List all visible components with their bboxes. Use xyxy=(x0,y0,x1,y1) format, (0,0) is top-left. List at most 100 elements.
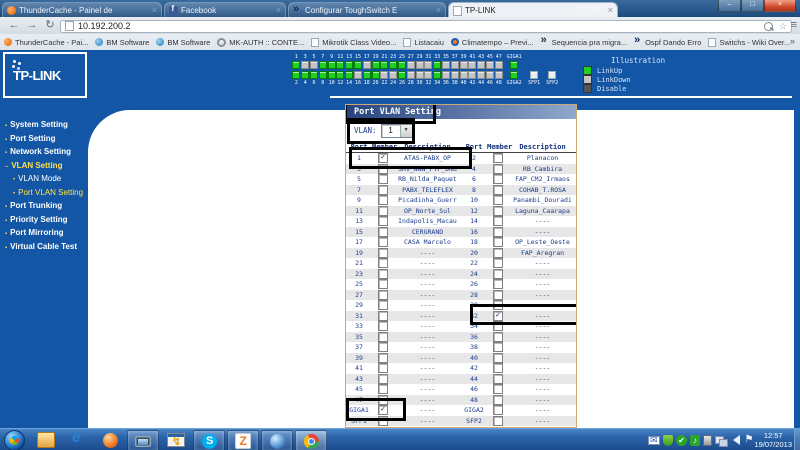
member-checkbox[interactable] xyxy=(378,310,388,321)
winbox-taskbar-button[interactable] xyxy=(161,430,191,450)
member-checkbox[interactable] xyxy=(378,352,388,363)
internet-explorer-taskbar-button[interactable] xyxy=(63,429,93,450)
member-checkbox[interactable] xyxy=(378,216,388,227)
tab-close-icon[interactable]: × xyxy=(151,5,157,15)
zimbra-taskbar-button[interactable] xyxy=(227,430,259,450)
remote-desktop-taskbar-button[interactable] xyxy=(127,430,159,450)
sidebar-item-virtual-cable-test[interactable]: ▪ Virtual Cable Test xyxy=(5,242,87,256)
close-button[interactable]: × xyxy=(764,0,796,12)
member-checkbox[interactable] xyxy=(378,300,388,311)
browser-tab[interactable]: Facebook × xyxy=(164,2,286,18)
member-checkbox[interactable] xyxy=(378,289,388,300)
network-icon[interactable] xyxy=(715,434,728,447)
browser-menu-icon[interactable]: ≡ xyxy=(790,19,797,31)
sphere-app-taskbar-button[interactable] xyxy=(261,430,293,450)
chevron-down-icon[interactable]: ▼ xyxy=(399,124,412,137)
browser-tab[interactable]: TP-LINK × xyxy=(448,2,618,18)
sidebar-item-vlan-setting[interactable]: – VLAN Setting xyxy=(5,161,87,175)
member-checkbox[interactable] xyxy=(378,342,388,353)
member-checkbox[interactable] xyxy=(493,216,503,227)
member-checkbox[interactable] xyxy=(378,226,388,237)
action-center-flag-icon[interactable]: ⚑ xyxy=(744,434,754,445)
bookmark-item[interactable]: BM Software xyxy=(95,38,149,47)
member-checkbox[interactable] xyxy=(378,331,388,342)
member-checkbox[interactable] xyxy=(378,247,388,258)
member-checkbox[interactable] xyxy=(378,184,388,195)
member-checkbox[interactable] xyxy=(493,405,503,416)
member-checkbox[interactable] xyxy=(378,163,388,174)
sidebar-item-port-vlan-setting[interactable]: • Port VLAN Setting xyxy=(5,188,87,202)
member-checkbox[interactable] xyxy=(493,174,503,185)
bookmark-item[interactable]: Switchs - Wiki Over... xyxy=(708,37,790,47)
taskbar-clock[interactable]: 12:57 19/07/2013 xyxy=(754,431,792,449)
show-desktop-button[interactable] xyxy=(794,429,800,450)
member-checkbox[interactable] xyxy=(493,237,503,248)
reload-button[interactable]: ↻ xyxy=(45,19,55,31)
member-checkbox[interactable] xyxy=(378,321,388,332)
member-checkbox[interactable] xyxy=(493,373,503,384)
browser-tab[interactable]: Configurar ToughSwitch E × xyxy=(288,2,446,18)
member-checkbox[interactable] xyxy=(493,300,503,311)
antivirus-check-icon[interactable]: ✔ xyxy=(676,434,687,446)
member-checkbox[interactable] xyxy=(493,205,503,216)
member-checkbox[interactable] xyxy=(378,363,388,374)
member-checkbox[interactable]: ✓ xyxy=(378,405,388,416)
member-checkbox[interactable] xyxy=(378,279,388,290)
bookmark-item[interactable]: Sequencia pra migra... xyxy=(541,34,627,47)
member-checkbox[interactable] xyxy=(493,384,503,395)
bookmark-item[interactable]: Mikrotik Class Video... xyxy=(311,37,396,47)
member-checkbox[interactable] xyxy=(378,174,388,185)
tab-close-icon[interactable]: × xyxy=(275,5,281,15)
search-icon[interactable] xyxy=(763,21,773,31)
member-checkbox[interactable] xyxy=(378,384,388,395)
bookmark-item[interactable]: BM Software xyxy=(156,38,210,47)
member-checkbox[interactable] xyxy=(493,247,503,258)
start-button[interactable] xyxy=(4,430,25,450)
sidebar-item-port-mirroring[interactable]: ▪ Port Mirroring xyxy=(5,228,87,242)
member-checkbox[interactable] xyxy=(493,184,503,195)
sidebar-item-system-setting[interactable]: ▪ System Setting xyxy=(5,120,87,134)
tab-close-icon[interactable]: × xyxy=(607,5,613,15)
volume-icon[interactable] xyxy=(733,435,740,445)
member-checkbox[interactable]: ✓ xyxy=(378,153,388,164)
member-checkbox[interactable] xyxy=(493,321,503,332)
bookmark-item[interactable]: MK-AUTH :: CONTE... xyxy=(217,37,304,47)
member-checkbox[interactable] xyxy=(493,352,503,363)
new-tab-button[interactable] xyxy=(573,5,603,16)
sidebar-item-priority-setting[interactable]: ▪ Priority Setting xyxy=(5,215,87,229)
sidebar-item-port-trunking[interactable]: ▪ Port Trunking xyxy=(5,201,87,215)
address-bar[interactable]: 10.192.200.2 ☆ xyxy=(60,19,792,33)
sidebar-item-port-setting[interactable]: ▪ Port Setting xyxy=(5,134,87,148)
tab-close-icon[interactable]: × xyxy=(435,5,441,15)
agent-note-icon[interactable]: ♪ xyxy=(690,434,700,446)
firefox-taskbar-button[interactable] xyxy=(95,430,125,450)
explorer-taskbar-button[interactable] xyxy=(31,430,61,450)
member-checkbox[interactable] xyxy=(493,289,503,300)
member-checkbox[interactable] xyxy=(493,195,503,206)
url-text[interactable]: 10.192.200.2 xyxy=(78,21,131,31)
member-checkbox[interactable]: ✓ xyxy=(493,310,503,321)
bookmark-item[interactable]: ThunderCache - Pai... xyxy=(4,38,88,47)
member-checkbox[interactable] xyxy=(378,373,388,384)
browser-tab[interactable]: ThunderCache - Painel de × xyxy=(2,2,162,18)
bookmark-item[interactable]: Climatempo – Previ... xyxy=(450,38,534,47)
member-checkbox[interactable] xyxy=(493,163,503,174)
member-checkbox[interactable] xyxy=(493,258,503,269)
mail-icon[interactable] xyxy=(648,434,660,446)
sidebar-item-vlan-mode[interactable]: • VLAN Mode xyxy=(5,174,87,188)
minimize-button[interactable]: – xyxy=(718,0,741,12)
skype-taskbar-button[interactable] xyxy=(193,430,225,450)
member-checkbox[interactable] xyxy=(493,363,503,374)
sidebar-item-network-setting[interactable]: ▪ Network Setting xyxy=(5,147,87,161)
bookmarks-overflow-icon[interactable]: » xyxy=(789,36,795,46)
member-checkbox[interactable] xyxy=(493,268,503,279)
bookmark-item[interactable]: Ospf Dando Erro xyxy=(634,34,701,47)
usb-device-icon[interactable] xyxy=(703,434,712,446)
chrome-taskbar-button[interactable] xyxy=(295,430,327,450)
member-checkbox[interactable] xyxy=(378,394,388,405)
forward-button[interactable]: → xyxy=(26,19,38,31)
back-button[interactable]: ← xyxy=(8,19,20,31)
member-checkbox[interactable] xyxy=(493,153,503,164)
member-checkbox[interactable] xyxy=(493,226,503,237)
bookmark-item[interactable]: Listacaiu xyxy=(403,37,444,47)
